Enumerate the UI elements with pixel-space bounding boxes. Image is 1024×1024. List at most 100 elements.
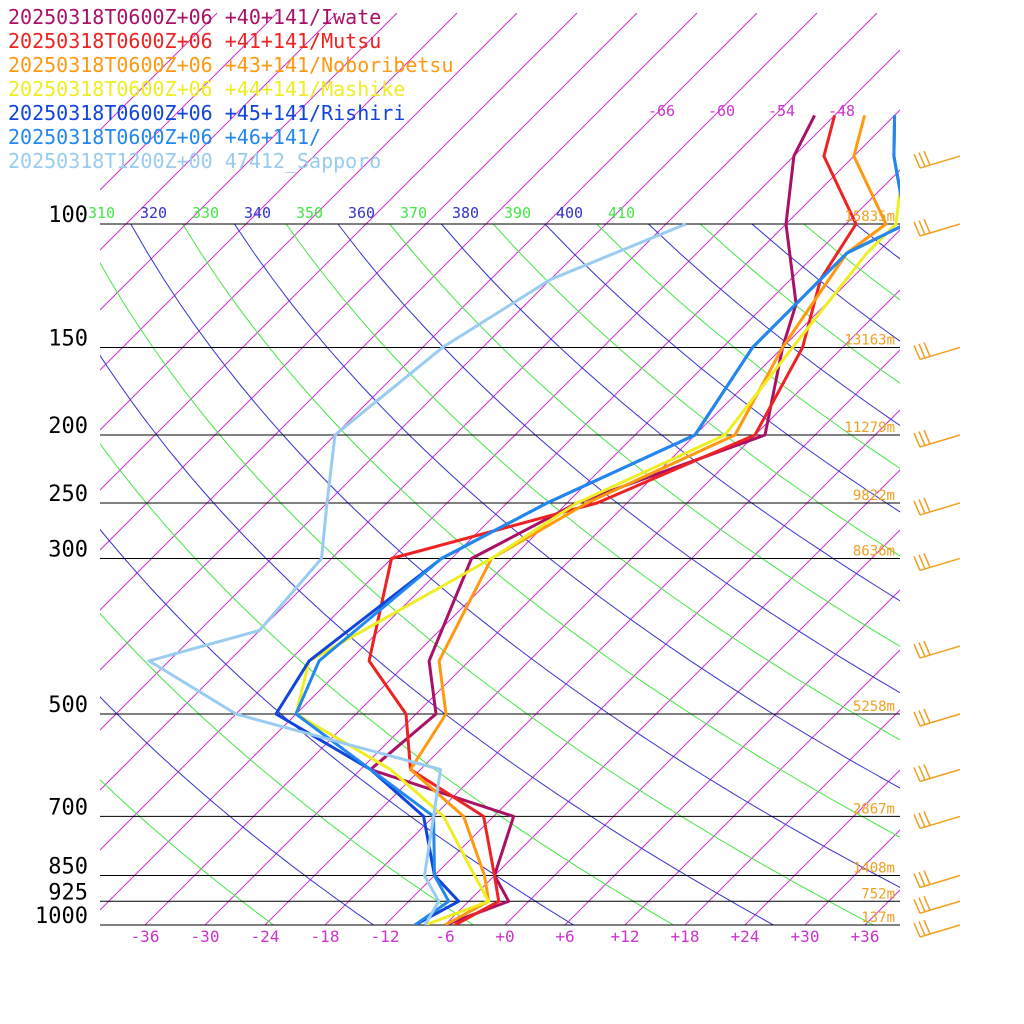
height-label: 11279m	[844, 420, 895, 436]
theta-label: 380	[452, 204, 479, 222]
wind-barb-flag	[923, 640, 931, 656]
wind-barb-flag	[913, 500, 921, 516]
isotherm-line	[684, 709, 900, 925]
isotherm-line	[925, 13, 1024, 925]
wind-barb-flag	[913, 643, 921, 659]
wind-barb-flag	[923, 150, 931, 166]
wind-barb	[919, 645, 961, 659]
theta-label: 390	[504, 204, 531, 222]
temperature-tick-label: +30	[791, 927, 820, 946]
dry-adiabat-line	[699, 223, 900, 384]
wind-barb	[919, 900, 961, 914]
wind-barb-flag	[918, 220, 926, 235]
isotherm-line	[100, 12, 458, 371]
isotherm-label: -60	[708, 102, 735, 120]
isotherm-line	[384, 409, 900, 925]
wind-barb	[919, 713, 961, 727]
wind-barb-flag	[923, 497, 931, 513]
temperature-tick-label: -30	[191, 927, 220, 946]
theta-label: 330	[192, 204, 219, 222]
height-label: 13163m	[844, 332, 895, 348]
isotherm-line	[100, 12, 638, 551]
wind-barb-flag	[918, 897, 926, 913]
theta-label: 310	[88, 204, 115, 222]
theta-label: 360	[348, 204, 375, 222]
profile-line	[294, 115, 900, 925]
height-label: 2867m	[853, 801, 895, 817]
pressure-level-label: 700	[48, 795, 88, 820]
isotherm-line	[100, 12, 278, 191]
wind-barb	[919, 557, 961, 572]
wind-barb-flag	[913, 898, 921, 914]
theta-label: 400	[556, 204, 583, 222]
isotherm-line	[100, 109, 900, 911]
profile-line	[294, 176, 900, 925]
legend: 20250318T0600Z+06 +40+141/Iwate20250318T…	[8, 5, 454, 173]
wind-barb-flag	[913, 873, 921, 888]
isotherm-line	[624, 649, 900, 925]
pressure-level-label: 100	[48, 203, 88, 228]
wind-barb-flag	[918, 871, 926, 887]
wind-barb	[919, 815, 961, 830]
wind-barb-flag	[918, 765, 926, 781]
theta-label: 340	[244, 204, 271, 222]
legend-entry: 20250318T0600Z+06 +45+141/Rishiri	[8, 101, 405, 125]
theta-label: 410	[608, 204, 635, 222]
wind-barb	[919, 768, 961, 783]
temperature-tick-label: +18	[671, 927, 700, 946]
wind-barb	[919, 874, 961, 889]
wind-barb-flag	[913, 767, 921, 782]
temperature-tick-label: +36	[851, 927, 880, 946]
dry-adiabat-line	[100, 779, 274, 925]
isotherm-line	[864, 889, 900, 925]
wind-barb-flag	[913, 432, 921, 448]
wind-barb-flag	[918, 431, 926, 446]
wind-barb	[919, 434, 961, 448]
height-label: 9822m	[853, 488, 895, 504]
dry-adiabat-line	[803, 223, 900, 301]
wind-barb-flag	[913, 556, 921, 571]
temperature-tick-label: +24	[731, 927, 760, 946]
wind-barb-flag	[918, 554, 926, 570]
temperature-profiles	[147, 114, 900, 925]
isotherm-label: -66	[648, 102, 675, 120]
legend-entry: 20250318T0600Z+06 +40+141/Iwate	[8, 5, 381, 29]
theta-label: 370	[400, 204, 427, 222]
isotherm-line	[324, 349, 900, 925]
isotherm-label: -54	[768, 102, 795, 120]
wind-barb-flag	[918, 921, 926, 936]
isotherm-line	[985, 13, 1024, 925]
profile-line	[367, 115, 858, 925]
temperature-tick-label: -24	[251, 927, 280, 946]
temperature-tick-label: -36	[131, 927, 160, 946]
wind-barb-flag	[923, 218, 931, 234]
wind-barb-flag	[923, 919, 931, 935]
isotherm-line	[144, 169, 900, 925]
wind-barb-flag	[918, 152, 926, 167]
isotherm-line	[100, 49, 900, 851]
isotherm-line	[504, 529, 900, 925]
isobar-lines	[100, 223, 900, 926]
isotherm-label: -48	[828, 102, 855, 120]
dry-adiabat-line	[751, 223, 900, 342]
wind-barb-flag	[923, 895, 931, 911]
temperature-tick-label: +0	[495, 927, 514, 946]
temperature-tick-label: -6	[435, 927, 454, 946]
isotherm-line	[100, 12, 518, 431]
theta-label: 350	[296, 204, 323, 222]
legend-entry: 20250318T0600Z+06 +46+141/	[8, 125, 321, 149]
dry-adiabat-line	[100, 354, 774, 925]
wind-barb	[919, 924, 961, 938]
legend-entry: 20250318T0600Z+06 +41+141/Mutsu	[8, 29, 381, 53]
isotherm-line	[100, 12, 818, 731]
temperature-tick-label: -18	[311, 927, 340, 946]
pressure-level-label: 1000	[35, 904, 88, 929]
wind-barb-flag	[923, 553, 931, 568]
wind-barb-flag	[923, 870, 931, 885]
wind-barb	[919, 223, 961, 237]
isotherm-line	[444, 469, 900, 925]
dry-adiabat-line	[130, 223, 900, 888]
wind-barb-flag	[923, 764, 931, 779]
